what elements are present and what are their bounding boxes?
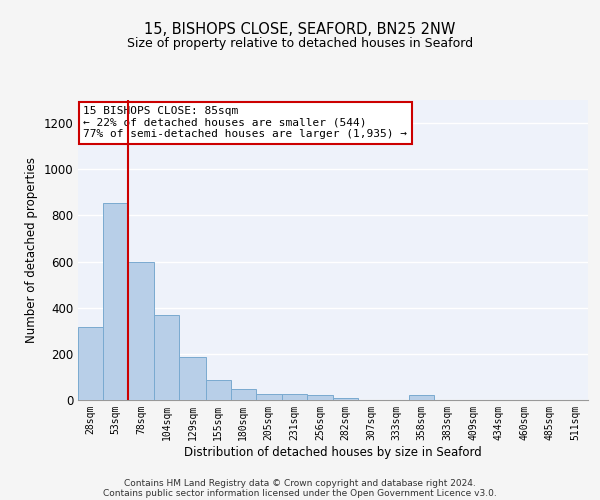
Text: 15, BISHOPS CLOSE, SEAFORD, BN25 2NW: 15, BISHOPS CLOSE, SEAFORD, BN25 2NW: [145, 22, 455, 38]
Bar: [409, 396, 434, 400]
Text: Contains HM Land Registry data © Crown copyright and database right 2024.: Contains HM Land Registry data © Crown c…: [124, 478, 476, 488]
Bar: [333, 398, 358, 400]
Bar: [230, 389, 256, 400]
Bar: [307, 396, 333, 400]
Bar: [128, 262, 154, 400]
Y-axis label: Number of detached properties: Number of detached properties: [25, 157, 38, 343]
Text: 15 BISHOPS CLOSE: 85sqm
← 22% of detached houses are smaller (544)
77% of semi-d: 15 BISHOPS CLOSE: 85sqm ← 22% of detache…: [83, 106, 407, 139]
Bar: [205, 380, 230, 400]
Text: Contains public sector information licensed under the Open Government Licence v3: Contains public sector information licen…: [103, 488, 497, 498]
Bar: [179, 358, 205, 400]
Bar: [256, 394, 282, 400]
Bar: [282, 394, 307, 400]
Text: Size of property relative to detached houses in Seaford: Size of property relative to detached ho…: [127, 38, 473, 51]
Bar: [154, 314, 179, 400]
X-axis label: Distribution of detached houses by size in Seaford: Distribution of detached houses by size …: [184, 446, 482, 458]
Bar: [78, 328, 103, 400]
Bar: [103, 202, 128, 400]
